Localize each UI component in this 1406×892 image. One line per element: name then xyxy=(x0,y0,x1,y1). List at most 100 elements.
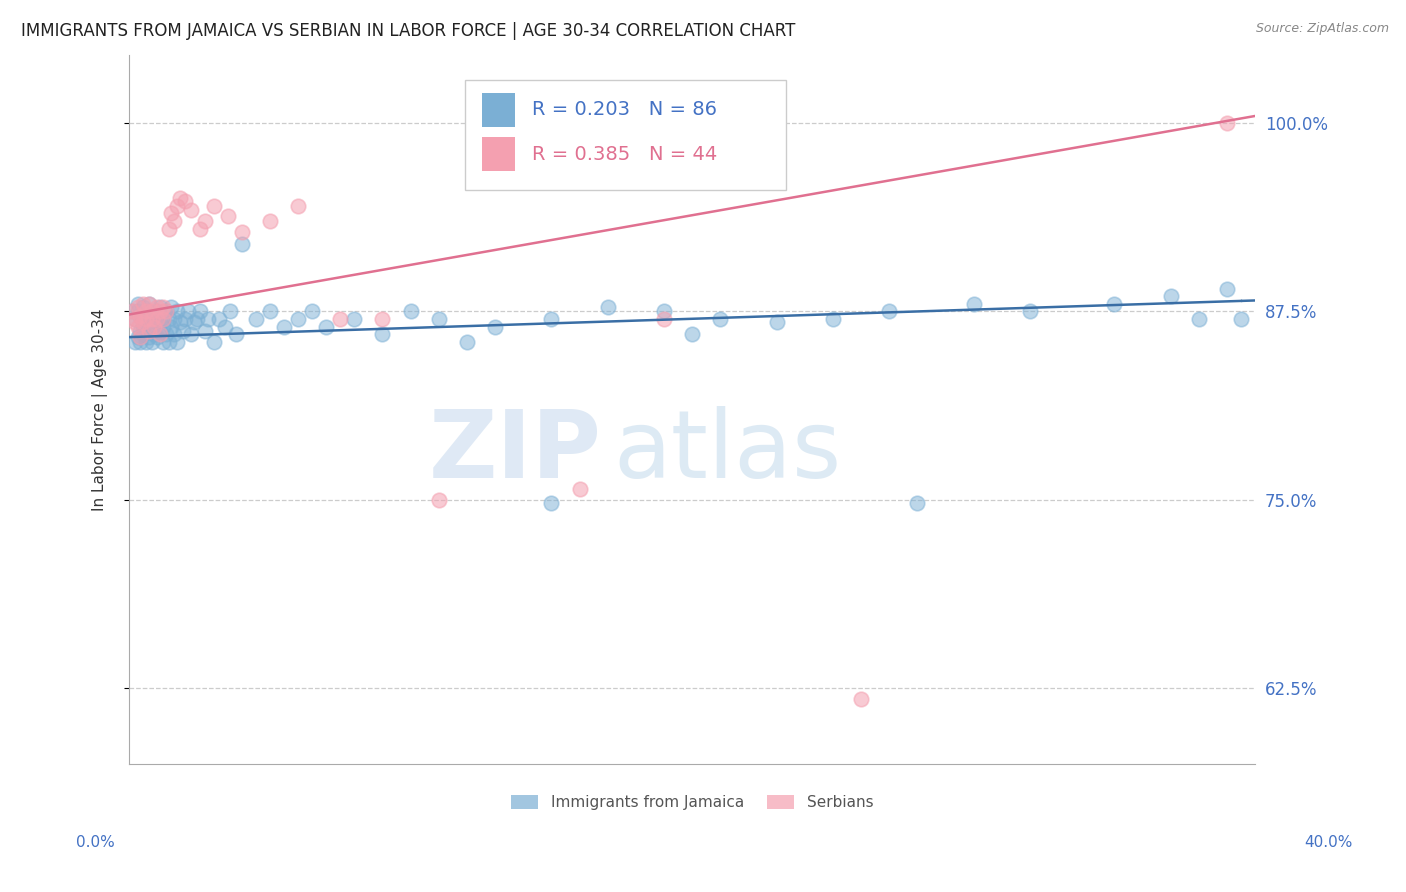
Point xyxy=(568,483,591,497)
Point xyxy=(821,312,844,326)
Point xyxy=(202,199,225,213)
Point xyxy=(146,315,169,329)
Point xyxy=(149,300,172,314)
Point xyxy=(225,327,247,342)
Point xyxy=(129,330,152,344)
Point xyxy=(127,304,149,318)
Point xyxy=(138,315,160,329)
Legend: Immigrants from Jamaica, Serbians: Immigrants from Jamaica, Serbians xyxy=(505,789,879,816)
Y-axis label: In Labor Force | Age 30-34: In Labor Force | Age 30-34 xyxy=(93,309,108,511)
Point xyxy=(146,330,169,344)
Point xyxy=(427,312,450,326)
Point xyxy=(132,319,155,334)
Point xyxy=(169,191,191,205)
Point xyxy=(652,312,675,326)
Text: IMMIGRANTS FROM JAMAICA VS SERBIAN IN LABOR FORCE | AGE 30-34 CORRELATION CHART: IMMIGRANTS FROM JAMAICA VS SERBIAN IN LA… xyxy=(21,22,796,40)
Point xyxy=(146,300,169,314)
Text: 40.0%: 40.0% xyxy=(1305,836,1353,850)
Point xyxy=(127,319,149,334)
Point xyxy=(152,312,174,326)
Point xyxy=(129,324,152,338)
Point xyxy=(141,309,163,323)
Point xyxy=(138,297,160,311)
Point xyxy=(1018,304,1040,318)
Point xyxy=(132,327,155,342)
Point xyxy=(245,312,267,326)
Point xyxy=(287,199,309,213)
Point xyxy=(172,324,194,338)
Text: Source: ZipAtlas.com: Source: ZipAtlas.com xyxy=(1256,22,1389,36)
Point xyxy=(484,319,506,334)
Point xyxy=(157,334,180,349)
Point xyxy=(152,312,174,326)
Point xyxy=(135,304,157,318)
Point xyxy=(273,319,295,334)
Point xyxy=(121,304,143,318)
Point xyxy=(141,334,163,349)
Point xyxy=(287,312,309,326)
Point xyxy=(146,304,169,318)
Point xyxy=(138,297,160,311)
Point xyxy=(166,199,188,213)
Point xyxy=(301,304,323,318)
Text: 0.0%: 0.0% xyxy=(76,836,115,850)
Point xyxy=(183,315,205,329)
Point xyxy=(180,203,202,218)
Point xyxy=(1188,312,1211,326)
Point xyxy=(143,327,166,342)
Point xyxy=(219,304,242,318)
Text: R = 0.385   N = 44: R = 0.385 N = 44 xyxy=(533,145,717,164)
Point xyxy=(197,312,219,326)
Point xyxy=(124,315,146,329)
Point xyxy=(596,300,619,314)
Point xyxy=(849,692,872,706)
Point xyxy=(905,496,928,510)
Point xyxy=(177,304,200,318)
Point xyxy=(194,214,217,228)
Point xyxy=(163,312,186,326)
Point xyxy=(155,304,177,318)
Point xyxy=(371,327,394,342)
Point xyxy=(160,206,183,220)
Point xyxy=(135,312,157,326)
Point xyxy=(160,300,183,314)
Point xyxy=(188,221,211,235)
FancyBboxPatch shape xyxy=(481,93,516,127)
Point xyxy=(138,330,160,344)
Point xyxy=(135,304,157,318)
Point xyxy=(217,210,239,224)
Point xyxy=(259,304,281,318)
Point xyxy=(132,297,155,311)
Point xyxy=(652,304,675,318)
Point xyxy=(231,225,253,239)
Point xyxy=(329,312,352,326)
Point xyxy=(259,214,281,228)
Point xyxy=(1216,116,1239,130)
Point xyxy=(129,309,152,323)
Point xyxy=(141,304,163,318)
Point xyxy=(132,300,155,314)
Point xyxy=(163,327,186,342)
Point xyxy=(152,300,174,314)
Point xyxy=(1104,297,1126,311)
FancyBboxPatch shape xyxy=(464,80,786,190)
Point xyxy=(174,194,197,209)
Point xyxy=(231,236,253,251)
Point xyxy=(121,304,143,318)
Point xyxy=(155,327,177,342)
Point xyxy=(765,315,787,329)
Point xyxy=(127,330,149,344)
Text: atlas: atlas xyxy=(613,406,842,498)
Point xyxy=(143,312,166,326)
Point xyxy=(149,324,172,338)
Point xyxy=(155,304,177,318)
Point xyxy=(194,324,217,338)
Point xyxy=(962,297,984,311)
Point xyxy=(186,312,208,326)
Point xyxy=(180,327,202,342)
Point xyxy=(129,309,152,323)
Point xyxy=(124,312,146,326)
Point xyxy=(143,319,166,334)
Point xyxy=(214,319,236,334)
Point xyxy=(371,312,394,326)
